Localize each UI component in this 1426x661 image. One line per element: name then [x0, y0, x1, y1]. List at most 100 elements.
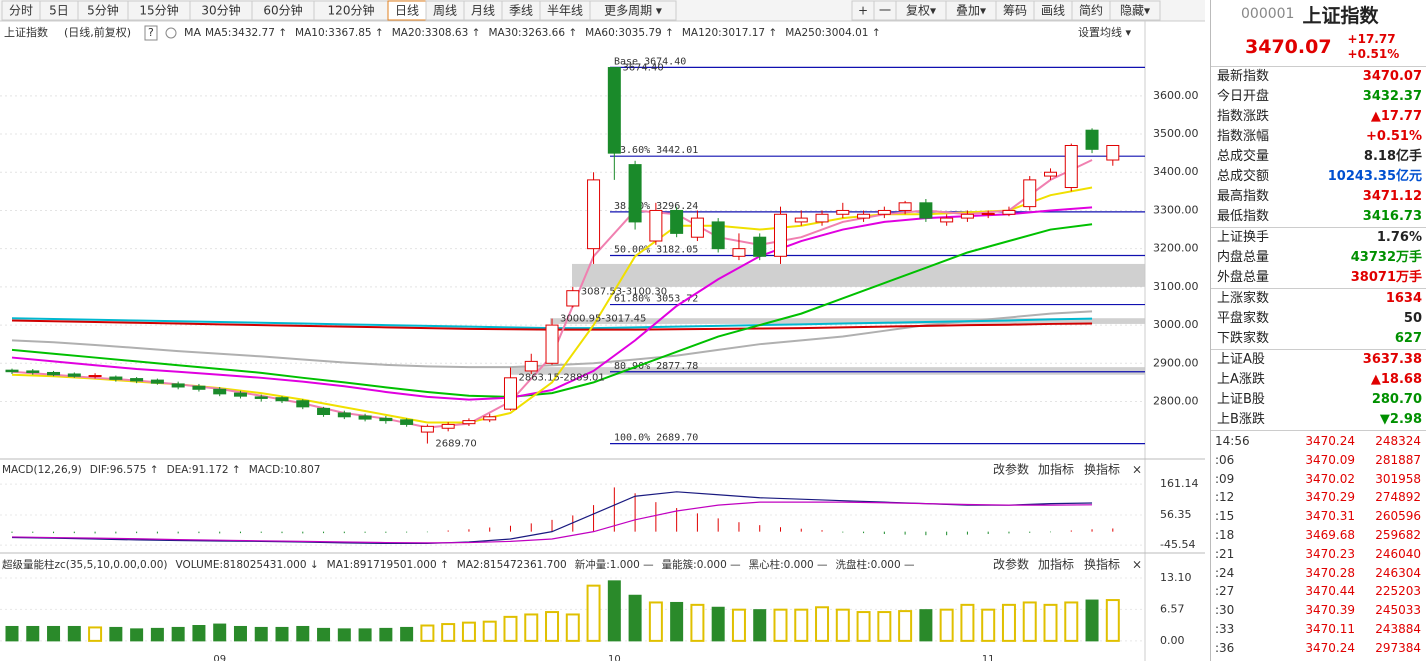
volume-bar: [192, 625, 206, 642]
price-annotation: 3087.53-3100.30: [581, 287, 667, 298]
candle-body: [88, 375, 102, 378]
legend-item: MACD(12,26,9): [2, 464, 82, 476]
fib-label: 100.0% 2689.70: [614, 433, 698, 444]
field-value: 3432.37: [1362, 89, 1422, 104]
y-tick-label: 3400.00: [1153, 165, 1199, 178]
y-tick-label: 3100.00: [1153, 280, 1199, 293]
tool-button-label: +: [858, 4, 868, 18]
legend-item: MA5:3432.77 ↑: [205, 27, 287, 39]
field-value: 3416.73: [1362, 209, 1422, 224]
candle-body: [981, 213, 995, 216]
volume-bar: [379, 627, 393, 642]
volume-bar: [794, 608, 809, 642]
field-label: 指数涨跌: [1217, 109, 1270, 124]
field-group: 上证A股 3637.38 上A涨跌 ▲18.68 上证B股 280.70 上B涨跌 ▼2.98: [1211, 349, 1426, 430]
candle-body: [171, 383, 185, 388]
candle-body: [1085, 129, 1099, 150]
tick-price: 3470.31: [1305, 509, 1355, 524]
period-tab-label: 半年线: [547, 4, 583, 18]
candle-body: [711, 221, 725, 250]
field-value: 3470.07: [1362, 69, 1422, 84]
panel-control[interactable]: 改参数: [993, 557, 1029, 572]
stock-code: 000001: [1241, 6, 1295, 22]
field-row: 今日开盘 3432.37: [1211, 87, 1426, 107]
volume-bar: [815, 606, 830, 642]
price-change: +17.77 +0.51%: [1348, 32, 1400, 62]
period-tab-label: 5日: [49, 4, 69, 18]
panel-control[interactable]: ×: [1132, 463, 1142, 477]
field-label: 平盘家数: [1217, 311, 1270, 326]
candle-body: [150, 379, 164, 384]
y-tick-label: 3500.00: [1153, 127, 1199, 140]
candle-body: [503, 377, 517, 410]
period-tab-label: 5分钟: [87, 3, 119, 18]
tick-row: :12 3470.29 274892: [1211, 488, 1426, 507]
tool-button-label: 隐藏▾: [1120, 4, 1150, 18]
volume-bar: [1022, 601, 1037, 642]
support-band: [510, 367, 1145, 375]
period-tab-label: 15分钟: [139, 3, 178, 18]
help-icon[interactable]: [144, 25, 158, 41]
volume-bar: [420, 624, 435, 642]
y-tick-label: -45.54: [1160, 538, 1195, 551]
candle-body: [233, 392, 247, 397]
macd-line: [11, 501, 1093, 544]
tool-button-label: 一: [879, 4, 891, 18]
tick-time: :30: [1215, 603, 1235, 618]
date-label: 09: [213, 654, 226, 661]
panel-control[interactable]: 换指标: [1084, 462, 1120, 477]
fib-label: 80.90% 2877.78: [614, 361, 698, 372]
field-value: 3471.12: [1362, 189, 1422, 204]
panel-control[interactable]: ×: [1132, 558, 1142, 572]
volume-bar: [358, 628, 372, 642]
candle-body: [753, 236, 767, 257]
change-pct: +0.51%: [1347, 47, 1400, 61]
period-tab-label: 30分钟: [201, 3, 240, 18]
panel-control[interactable]: 换指标: [1084, 557, 1120, 572]
volume-bar: [545, 611, 560, 642]
panel-control[interactable]: 改参数: [993, 462, 1029, 477]
volume-bar: [482, 620, 497, 642]
date-label: 11: [982, 654, 995, 661]
volume-bar: [461, 621, 476, 642]
volume-bar: [233, 625, 247, 642]
field-group: 最新指数 3470.07 今日开盘 3432.37 指数涨跌 ▲17.77 指数涨幅 +0.5…: [1211, 66, 1426, 227]
field-value: 1.76%: [1376, 230, 1422, 245]
legend-item: MA250:3004.01 ↑: [785, 27, 880, 39]
legend-item: DEA:91.172 ↑: [167, 464, 241, 476]
quote-panel: 000001 上证指数 3470.07 +17.77 +0.51% 最新指数 34…: [1210, 0, 1426, 661]
panel-control[interactable]: 加指标: [1038, 462, 1074, 477]
tick-time: :21: [1215, 546, 1235, 561]
field-row: 指数涨幅 +0.51%: [1211, 127, 1426, 147]
field-value: 10243.35亿元: [1327, 169, 1422, 184]
chart-subtitle: (日线,前复权): [64, 25, 131, 39]
field-row: 上证换手 1.76%: [1211, 228, 1426, 248]
period-tab[interactable]: [589, 0, 677, 21]
tick-volume: 281887: [1375, 452, 1421, 467]
volume-bar: [1105, 599, 1120, 642]
legend-item: 量能簇:0.000 —: [662, 558, 741, 571]
settings-icon[interactable]: [165, 27, 177, 39]
tick-row: :15 3470.31 260596: [1211, 507, 1426, 526]
field-value: 627: [1394, 331, 1422, 346]
tick-price: 3470.28: [1305, 565, 1355, 580]
ma-settings[interactable]: 设置均线 ▾: [1078, 25, 1131, 39]
volume-bar: [441, 623, 456, 642]
field-value: ▼2.98: [1379, 412, 1422, 427]
panel-control[interactable]: 加指标: [1038, 557, 1074, 572]
field-label: 内盘总量: [1217, 250, 1270, 265]
legend-item: 洗盘柱:0.000 —: [836, 558, 915, 571]
tick-row: :24 3470.28 246304: [1211, 564, 1426, 583]
volume-bar: [524, 613, 539, 642]
y-tick-label: 3300.00: [1153, 203, 1199, 216]
period-tab-label: 60分钟: [263, 3, 302, 18]
period-tab-label: 周线: [433, 4, 457, 18]
tick-price: 3470.44: [1305, 584, 1355, 599]
candle-body: [254, 396, 268, 399]
candle-body: [130, 378, 144, 382]
price-annotation: 2689.70: [435, 439, 476, 450]
tool-button[interactable]: [1109, 0, 1161, 21]
volume-bar: [670, 601, 684, 642]
support-band: [550, 318, 1145, 324]
tick-volume: 260596: [1375, 509, 1421, 524]
